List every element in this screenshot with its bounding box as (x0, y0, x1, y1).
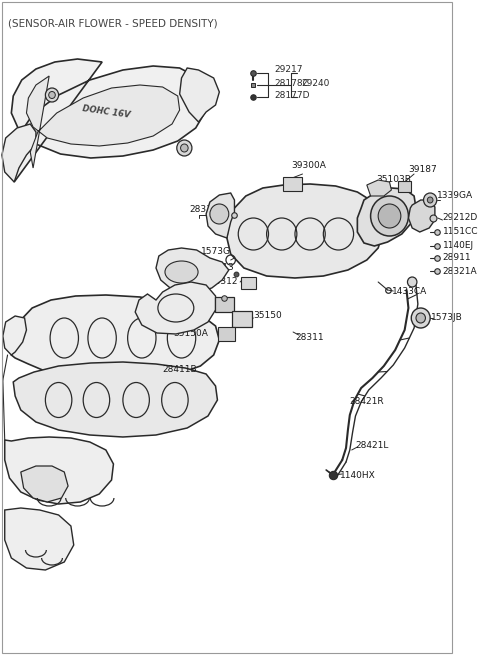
FancyBboxPatch shape (241, 277, 256, 289)
Circle shape (210, 204, 229, 224)
Text: 1339GA: 1339GA (437, 191, 473, 200)
Circle shape (180, 144, 188, 152)
Text: 33315B: 33315B (175, 295, 210, 305)
Polygon shape (26, 76, 180, 168)
Text: 28411B: 28411B (163, 365, 197, 375)
Text: 1573GK: 1573GK (201, 248, 236, 257)
Polygon shape (21, 466, 68, 502)
Circle shape (416, 313, 425, 323)
Polygon shape (367, 180, 391, 196)
Circle shape (411, 308, 430, 328)
Text: 39187: 39187 (408, 166, 437, 174)
Polygon shape (12, 59, 208, 182)
Polygon shape (5, 508, 74, 570)
Polygon shape (3, 316, 26, 355)
Text: 28178C: 28178C (274, 79, 309, 88)
Circle shape (371, 196, 408, 236)
Polygon shape (12, 295, 219, 382)
Text: 1151CC: 1151CC (443, 227, 478, 236)
Polygon shape (227, 184, 383, 278)
Text: 1433CA: 1433CA (392, 288, 428, 297)
Text: 28177D: 28177D (274, 92, 310, 100)
FancyBboxPatch shape (218, 327, 235, 341)
Text: 29217: 29217 (274, 66, 303, 75)
Polygon shape (408, 200, 435, 232)
Text: 35150A: 35150A (173, 329, 208, 337)
Text: 35103B: 35103B (376, 176, 411, 185)
Text: 39300A: 39300A (291, 162, 326, 170)
FancyBboxPatch shape (398, 181, 411, 192)
Polygon shape (135, 282, 216, 334)
Polygon shape (13, 362, 217, 437)
Ellipse shape (165, 261, 198, 283)
Polygon shape (206, 193, 234, 238)
Circle shape (177, 140, 192, 156)
Text: 28421L: 28421L (356, 441, 389, 449)
Polygon shape (156, 248, 229, 292)
Text: 1140HX: 1140HX (340, 470, 376, 479)
Polygon shape (2, 124, 36, 182)
Polygon shape (180, 68, 219, 122)
Text: (SENSOR-AIR FLOWER - SPEED DENSITY): (SENSOR-AIR FLOWER - SPEED DENSITY) (8, 18, 217, 28)
Text: DOHC 16V: DOHC 16V (81, 104, 131, 120)
Text: 35150: 35150 (253, 312, 282, 320)
FancyBboxPatch shape (283, 177, 301, 191)
Text: 29240: 29240 (301, 79, 330, 88)
Text: 28312: 28312 (210, 278, 238, 286)
Polygon shape (5, 437, 113, 504)
Text: 29212D: 29212D (443, 214, 478, 223)
Polygon shape (358, 188, 416, 246)
Text: 1140EJ: 1140EJ (443, 242, 474, 250)
Text: 28321A: 28321A (443, 267, 477, 276)
Text: 28911: 28911 (443, 253, 471, 263)
FancyBboxPatch shape (232, 311, 252, 327)
Circle shape (427, 197, 433, 203)
Text: 1573JB: 1573JB (431, 314, 463, 322)
Circle shape (46, 88, 59, 102)
Circle shape (423, 193, 437, 207)
Text: 39313: 39313 (206, 263, 234, 272)
Text: 28318: 28318 (189, 206, 218, 214)
FancyBboxPatch shape (215, 297, 233, 312)
Text: 28421R: 28421R (350, 398, 384, 407)
Circle shape (378, 204, 401, 228)
Circle shape (48, 92, 55, 98)
Circle shape (408, 277, 417, 287)
Text: 28311: 28311 (295, 333, 324, 343)
